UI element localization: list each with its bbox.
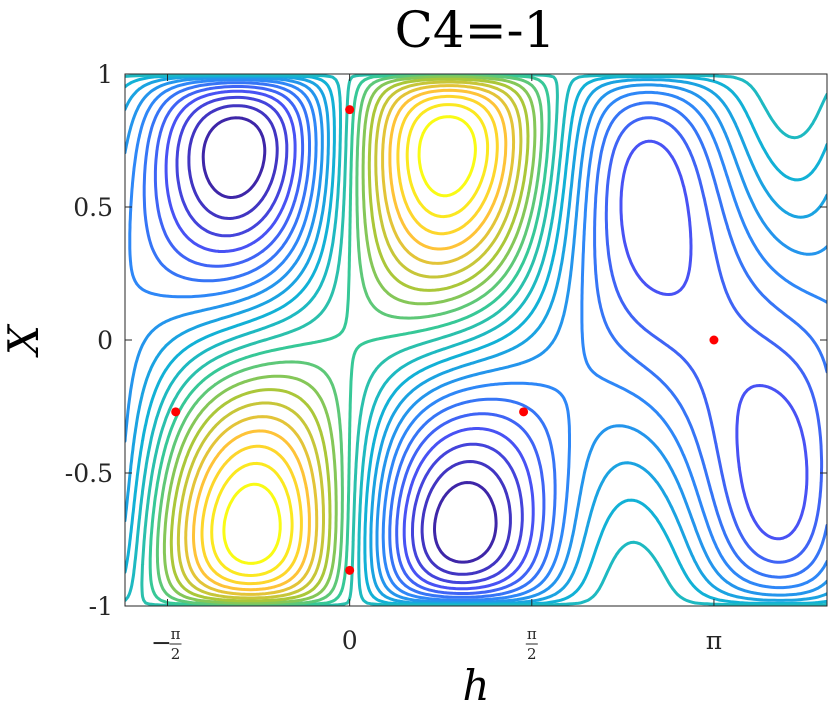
contour-level <box>200 94 499 586</box>
contour-level <box>128 78 827 602</box>
y-axis: 1 0.5 0 -0.5 -1 <box>65 60 827 621</box>
chart-title: C4=-1 <box>395 1 556 59</box>
contour-level <box>184 84 516 596</box>
contour-level <box>201 116 498 564</box>
x-tick-sign: − <box>151 628 172 657</box>
contour-level <box>140 74 559 606</box>
x-tick-label: 0 <box>342 626 358 655</box>
x-tick-text: 0 <box>342 626 358 655</box>
x-tick-denominator: 2 <box>527 645 537 663</box>
critical-point-marker <box>709 335 719 345</box>
x-tick-label: −π 2 <box>151 625 182 663</box>
critical-point-marker <box>171 407 181 417</box>
contour-level <box>175 95 524 585</box>
contour-level <box>176 80 523 600</box>
x-axis: −π2 0 π2 π <box>151 74 722 663</box>
x-tick-denominator: 2 <box>171 645 181 663</box>
critical-points <box>171 105 719 575</box>
critical-point-marker <box>519 407 529 417</box>
x-tick-label: π2 <box>525 625 538 663</box>
contour-level <box>125 76 827 604</box>
critical-point-marker <box>345 565 355 575</box>
y-tick-label: 0 <box>97 326 113 355</box>
contour-level <box>148 74 551 606</box>
contour-level <box>192 88 508 592</box>
contour-level <box>142 81 827 599</box>
contour-level <box>155 74 544 606</box>
contour-lines <box>125 74 827 606</box>
contour-level <box>125 74 827 606</box>
critical-point-marker <box>345 105 355 115</box>
contour-level <box>153 85 824 595</box>
contour-level <box>187 104 512 576</box>
contour-level <box>222 115 477 565</box>
x-tick-numerator: π <box>527 625 537 643</box>
contour-level <box>164 89 809 591</box>
contour-level <box>162 75 537 605</box>
y-tick-label: -0.5 <box>65 459 113 488</box>
x-tick-text: π <box>706 626 722 655</box>
x-axis-label: h <box>462 661 489 704</box>
contour-level <box>210 103 490 577</box>
y-axis-label: X <box>0 323 48 358</box>
x-tick-label: π <box>706 626 722 655</box>
contour-level <box>169 77 530 603</box>
y-tick-label: 0.5 <box>73 193 113 222</box>
x-tick-numerator: π <box>171 625 181 643</box>
y-tick-label: 1 <box>97 60 113 89</box>
y-tick-label: -1 <box>89 592 113 621</box>
contour-level <box>125 74 827 606</box>
